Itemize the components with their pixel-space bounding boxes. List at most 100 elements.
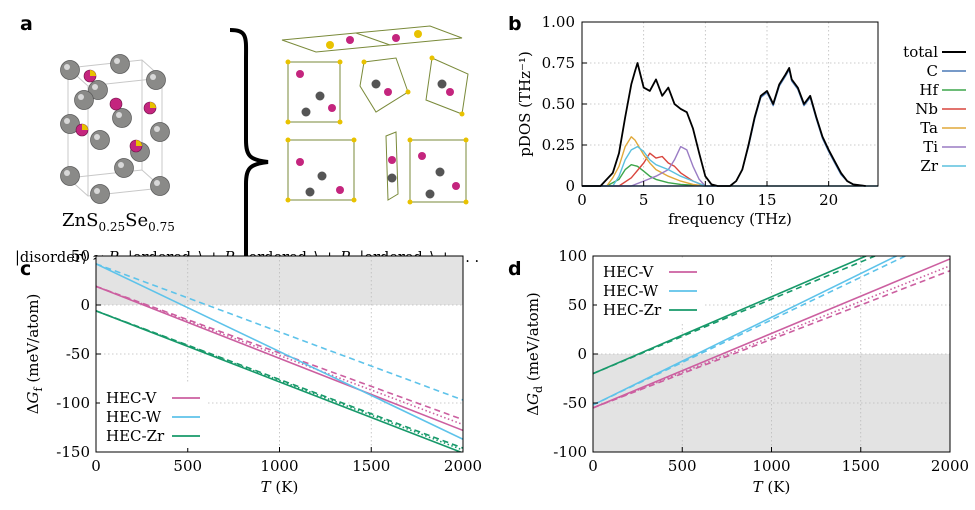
legend-label: Nb bbox=[915, 100, 938, 118]
legend-label: HEC-Zr bbox=[106, 427, 165, 445]
gray-atom bbox=[74, 90, 94, 110]
yellow-fraction bbox=[150, 102, 156, 108]
yellow-atom bbox=[429, 55, 435, 61]
series-line-hec-w-solid bbox=[96, 263, 463, 440]
yellow-atom bbox=[459, 111, 465, 117]
gray-atom bbox=[146, 70, 166, 90]
y-tick-label: -50 bbox=[66, 345, 90, 363]
legend-label: Ta bbox=[920, 119, 938, 137]
atom-highlight bbox=[118, 162, 124, 168]
gray-atom bbox=[112, 108, 132, 128]
yellow-atom bbox=[414, 30, 422, 38]
x-tick-label: 1500 bbox=[842, 457, 880, 475]
series-line-hec-v-dashed bbox=[593, 269, 950, 409]
gray-atom bbox=[387, 173, 397, 183]
yellow-atom bbox=[285, 137, 291, 143]
series-line-hf bbox=[582, 163, 878, 187]
yellow-atom bbox=[285, 119, 291, 125]
gray-atom bbox=[114, 158, 134, 178]
rhombo-cell bbox=[425, 57, 469, 115]
y-tick-label: 50 bbox=[71, 247, 90, 265]
yellow-atom bbox=[351, 197, 357, 203]
y-axis-subscript: d bbox=[532, 386, 545, 393]
y-tick-label: 0 bbox=[577, 345, 587, 363]
x-axis-unit: (K) bbox=[763, 478, 791, 496]
y-axis-label: ΔGd (meV/atom) bbox=[524, 292, 545, 416]
y-axis-symbol: G bbox=[524, 393, 542, 405]
pink-atom bbox=[384, 88, 392, 96]
series-line-total bbox=[582, 62, 866, 187]
series-line-zr bbox=[582, 145, 878, 187]
atom-highlight bbox=[150, 74, 156, 80]
gray-atom bbox=[150, 122, 170, 142]
pink-atom bbox=[336, 186, 344, 194]
series-line-hec-zr-dotted bbox=[96, 310, 463, 451]
legend-label: total bbox=[903, 43, 938, 61]
y-axis-label: ΔGf (meV/atom) bbox=[24, 294, 45, 415]
atom-highlight bbox=[78, 94, 84, 100]
gray-atom bbox=[150, 176, 170, 196]
gray-atom bbox=[60, 60, 80, 80]
gray-atom bbox=[435, 167, 445, 177]
atom-highlight bbox=[64, 170, 70, 176]
atom-highlight bbox=[114, 58, 120, 64]
x-tick-label: 2000 bbox=[931, 457, 969, 475]
x-axis-label: T (K) bbox=[261, 478, 299, 496]
pink-atom bbox=[296, 70, 304, 78]
cube-cell bbox=[409, 139, 467, 203]
gray-atom bbox=[425, 189, 435, 199]
atom-highlight bbox=[64, 118, 70, 124]
x-tick-label: 0 bbox=[577, 191, 587, 209]
yellow-atom bbox=[407, 137, 413, 143]
x-tick-label: 0 bbox=[588, 457, 598, 475]
yellow-fraction bbox=[90, 70, 96, 76]
series-line-hec-v-solid bbox=[96, 285, 463, 432]
series-line-hec-w-dashed bbox=[96, 263, 463, 401]
panel-label-c: c bbox=[20, 258, 31, 280]
y-axis-unit: (meV/atom) bbox=[24, 294, 42, 388]
legend-label: Zr bbox=[920, 157, 938, 175]
pdos-chart: 0 5 10 15 20 0 0.25 0.50 0.75 1.00 frequency (THz)… bbox=[516, 13, 966, 228]
yellow-atom bbox=[405, 89, 411, 95]
x-tick-label: 2000 bbox=[444, 457, 482, 475]
y-axis-delta: Δ bbox=[524, 405, 542, 416]
x-tick-label: 1000 bbox=[260, 457, 298, 475]
pink-atom bbox=[388, 156, 396, 164]
cube-cell bbox=[287, 139, 355, 201]
y-tick-label: 0.25 bbox=[542, 136, 575, 154]
series-line-ti bbox=[582, 145, 878, 187]
y-tick-label: -100 bbox=[553, 443, 587, 461]
atom-highlight bbox=[64, 64, 70, 70]
pink-atom bbox=[452, 182, 460, 190]
atom-highlight bbox=[154, 126, 160, 132]
yellow-atom bbox=[285, 197, 291, 203]
x-axis-unit: (K) bbox=[271, 478, 299, 496]
pink-atom bbox=[296, 158, 304, 166]
series-line-hec-v-dotted bbox=[96, 285, 463, 426]
x-tick-label: 5 bbox=[639, 191, 649, 209]
x-tick-label: 20 bbox=[819, 191, 838, 209]
atom-highlight bbox=[94, 134, 100, 140]
legend-label: Ti bbox=[923, 138, 938, 156]
y-tick-label: 0.50 bbox=[542, 95, 575, 113]
x-tick-label: 500 bbox=[668, 457, 697, 475]
series-line-hec-w-solid bbox=[593, 256, 897, 406]
yellow-atom bbox=[337, 119, 343, 125]
yellow-atom bbox=[351, 137, 357, 143]
atom-highlight bbox=[94, 188, 100, 194]
gray-atom bbox=[110, 54, 130, 74]
y-axis-symbol: G bbox=[24, 391, 42, 403]
y-tick-label: 50 bbox=[568, 296, 587, 314]
yellow-atom bbox=[326, 41, 334, 49]
pink-atom bbox=[328, 104, 336, 112]
x-tick-label: 1000 bbox=[752, 457, 790, 475]
y-tick-label: 100 bbox=[558, 247, 587, 265]
series-line-hec-v-solid bbox=[593, 258, 950, 409]
atom-highlight bbox=[116, 112, 122, 118]
x-tick-label: 1500 bbox=[352, 457, 390, 475]
x-axis-label: T (K) bbox=[753, 478, 791, 496]
series-line-hec-zr-solid bbox=[593, 256, 867, 375]
gray-atom bbox=[301, 107, 311, 117]
series-line-hec-zr-dashed bbox=[593, 256, 876, 375]
